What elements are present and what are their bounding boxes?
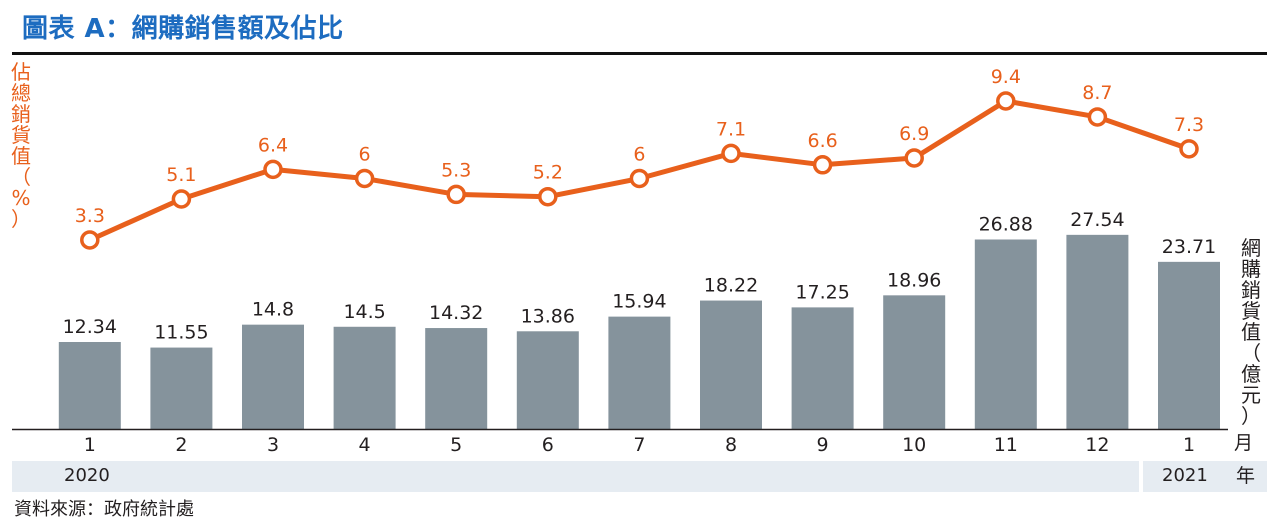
axis-label-glyph: 銷 — [11, 102, 31, 126]
bar-value-label: 14.5 — [343, 301, 385, 323]
line-value-label: 6.6 — [807, 130, 837, 152]
line-value-label: 5.3 — [441, 159, 471, 181]
axis-label-glyph: 佔 — [11, 60, 31, 84]
bar-value-label: 23.71 — [1162, 236, 1216, 258]
x-tick-label: 10 — [902, 434, 926, 456]
month-unit-label: 月 — [1234, 432, 1254, 454]
line-point — [263, 159, 283, 180]
axis-label-glyph: 網 — [1241, 236, 1261, 260]
x-tick-label: 1 — [1183, 434, 1195, 456]
bar-value-label: 11.55 — [154, 322, 208, 344]
line-value-label: 6 — [359, 143, 371, 165]
line-value-label: 6.9 — [899, 123, 929, 145]
bar-value-label: 18.22 — [704, 275, 758, 297]
line-value-label: 5.1 — [166, 164, 196, 186]
year-unit-label: 年 — [1236, 465, 1256, 487]
axis-label-glyph: （ — [1241, 341, 1261, 365]
x-tick-label: 2 — [175, 434, 187, 456]
bar-value-label: 27.54 — [1070, 209, 1124, 231]
x-tick-label: 4 — [359, 434, 371, 456]
bar — [1066, 234, 1129, 429]
line-point — [721, 143, 741, 164]
line-point — [1087, 107, 1108, 127]
x-tick-label: 5 — [450, 434, 462, 456]
chart-title: 圖表 A：網購銷售額及佔比 — [22, 14, 344, 44]
x-tick-label: 1 — [84, 434, 96, 456]
axis-label-glyph: 億 — [1241, 362, 1261, 386]
bar-value-label: 14.32 — [429, 302, 483, 324]
line-point — [996, 91, 1016, 111]
line-value-label: 5.2 — [533, 162, 563, 184]
year-band — [12, 461, 1267, 492]
axis-label-glyph: 元 — [1241, 383, 1261, 407]
line-point — [629, 168, 650, 189]
line-point — [1179, 139, 1199, 159]
axis-label-glyph: ） — [1241, 404, 1261, 428]
bar — [333, 326, 396, 429]
axis-label-glyph: 貨 — [1241, 299, 1261, 323]
line-value-label: 6.4 — [258, 134, 288, 156]
bar-value-label: 17.25 — [795, 281, 849, 303]
bar-value-label: 18.96 — [887, 269, 941, 291]
bar — [883, 295, 946, 429]
line-point — [538, 186, 558, 207]
source-note: 資料來源：政府統計處 — [14, 499, 194, 520]
right-axis-label: 網購銷貨值（億元） — [1238, 238, 1264, 427]
x-tick-label: 6 — [542, 434, 554, 456]
axis-label-glyph: 購 — [1241, 257, 1261, 281]
line-value-label: 7.3 — [1174, 114, 1204, 136]
x-tick-label: 9 — [817, 434, 829, 456]
bar — [791, 307, 854, 429]
x-tick-label: 8 — [725, 434, 737, 456]
line-point — [446, 184, 466, 205]
line-point — [80, 230, 100, 250]
bar — [608, 316, 671, 429]
year-label-2021: 2021 — [1162, 465, 1208, 486]
bar — [242, 324, 304, 429]
axis-label-glyph: 總 — [11, 81, 31, 105]
axis-label-glyph: 貨 — [11, 123, 31, 147]
bar-value-label: 15.94 — [612, 291, 666, 313]
title-rule — [12, 52, 1267, 55]
x-tick-label: 3 — [267, 434, 279, 456]
axis-label-glyph: 值 — [1241, 320, 1261, 344]
line-point — [812, 155, 833, 175]
bar-value-label: 12.34 — [63, 316, 117, 338]
bar-value-label: 14.8 — [252, 299, 294, 321]
year-label-2020: 2020 — [64, 465, 110, 486]
line-point — [904, 148, 924, 168]
x-tick-label: 11 — [994, 434, 1018, 456]
line-value-label: 9.4 — [991, 66, 1021, 88]
axis-label-glyph: 銷 — [1241, 278, 1261, 302]
line-point — [171, 189, 192, 209]
bar — [150, 347, 213, 429]
axis-label-glyph: % — [11, 186, 31, 210]
year-band-divider — [1139, 461, 1143, 492]
bar — [700, 300, 762, 429]
line-value-label: 6 — [633, 143, 645, 165]
bar — [974, 239, 1037, 429]
bar-value-label: 26.88 — [979, 213, 1033, 235]
bar — [425, 328, 488, 429]
line-value-label: 3.3 — [75, 205, 105, 227]
axis-label-glyph: ） — [11, 207, 31, 231]
bar — [516, 331, 579, 429]
line-value-label: 7.1 — [716, 118, 746, 140]
bar — [1158, 261, 1220, 429]
x-tick-label: 7 — [633, 434, 645, 456]
line-point — [354, 168, 375, 189]
axis-label-glyph: （ — [11, 165, 31, 189]
bar — [58, 342, 121, 429]
x-tick-label: 12 — [1085, 434, 1109, 456]
bar-value-label: 13.86 — [521, 305, 575, 327]
line-value-label: 8.7 — [1082, 82, 1112, 104]
axis-label-glyph: 值 — [11, 144, 31, 168]
left-axis-label: 佔總銷貨值（%） — [8, 62, 34, 230]
